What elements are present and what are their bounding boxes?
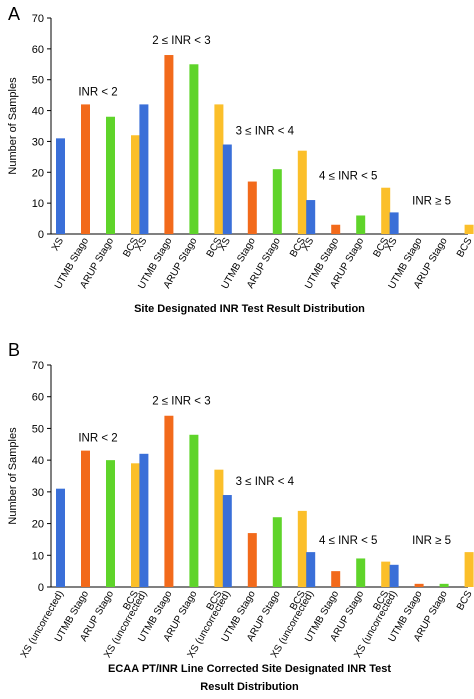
bar-arup-stago xyxy=(356,215,366,234)
y-tick-label: 0 xyxy=(38,582,44,594)
x-axis-label: ECAA PT/INR Line Corrected Site Designat… xyxy=(108,663,391,675)
y-tick-label: 60 xyxy=(32,392,44,404)
bar-xs xyxy=(222,495,232,587)
y-tick-label: 10 xyxy=(32,198,44,210)
group-label: 2 ≤ INR < 3 xyxy=(152,396,210,408)
bar-bcs xyxy=(214,469,224,587)
bar-utmb-stago xyxy=(331,224,341,234)
y-tick-label: 50 xyxy=(32,75,44,87)
x-axis-label: Site Designated INR Test Result Distribu… xyxy=(134,303,365,315)
bar-bcs xyxy=(131,463,140,587)
y-tick-label: 40 xyxy=(32,455,44,467)
group-label: INR ≥ 5 xyxy=(412,535,451,547)
y-tick-label: 70 xyxy=(32,13,44,25)
y-tick-label: 60 xyxy=(32,44,44,56)
y-tick-label: 0 xyxy=(38,229,44,241)
bar-xs xyxy=(389,564,399,587)
category-label: XS (uncorrected) xyxy=(19,589,66,660)
bar-arup-stago xyxy=(272,169,282,234)
bar-arup-stago xyxy=(106,116,115,234)
group-label: 3 ≤ INR < 4 xyxy=(236,476,295,488)
bar-utmb-stago xyxy=(414,583,424,587)
group-label: 3 ≤ INR < 4 xyxy=(236,126,295,138)
panel-letter: A xyxy=(8,4,20,24)
bar-bcs xyxy=(297,510,307,587)
group-label: INR < 2 xyxy=(78,433,117,445)
y-tick-label: 20 xyxy=(32,167,44,179)
bar-xs xyxy=(389,212,399,234)
bar-arup-stago xyxy=(439,583,449,587)
x-axis-label: Result Distribution xyxy=(200,681,299,693)
y-tick-label: 30 xyxy=(32,487,44,499)
bar-bcs xyxy=(131,135,140,234)
bar-arup-stago xyxy=(106,460,115,587)
bar-bcs xyxy=(464,552,474,587)
bar-arup-stago xyxy=(356,558,366,587)
group-label: INR ≥ 5 xyxy=(412,195,451,207)
category-label: BCS xyxy=(455,236,474,260)
bar-bcs xyxy=(214,104,224,235)
group-label: INR < 2 xyxy=(78,86,117,98)
group-label: 2 ≤ INR < 3 xyxy=(152,35,210,47)
bar-arup-stago xyxy=(189,64,199,235)
chart-panel-a: A 0 10 20 30 40 50 60 70 Number of Samples XSUTMB … xyxy=(7,4,474,315)
bar-utmb-stago xyxy=(331,571,341,587)
y-tick-label: 50 xyxy=(32,423,44,435)
bar-xs xyxy=(306,200,316,234)
bar-bcs xyxy=(464,224,474,234)
group-label: 4 ≤ INR < 5 xyxy=(319,171,377,183)
bar-xs xyxy=(56,488,65,587)
bar-xs xyxy=(56,138,65,234)
bar-xs xyxy=(139,104,149,235)
y-axis-label: Number of Samples xyxy=(7,77,19,175)
bar-arup-stago xyxy=(189,434,199,587)
bar-bcs xyxy=(381,561,391,587)
y-tick-label: 40 xyxy=(32,106,44,118)
group-label: 4 ≤ INR < 5 xyxy=(319,535,377,547)
y-tick-label: 30 xyxy=(32,136,44,148)
bar-xs xyxy=(306,552,316,587)
bar-utmb-stago xyxy=(247,181,257,234)
y-tick-label: 20 xyxy=(32,519,44,531)
chart-panel-b: B 0 10 20 30 40 50 60 70 Number of Samples XS (unc… xyxy=(7,340,474,693)
bar-utmb-stago xyxy=(164,55,174,235)
bar-xs xyxy=(222,144,232,234)
bar-arup-stago xyxy=(272,517,282,587)
y-tick-label: 70 xyxy=(32,360,44,372)
bar-utmb-stago xyxy=(164,415,174,587)
bar-utmb-stago xyxy=(81,450,90,587)
panel-letter: B xyxy=(8,340,20,360)
bar-utmb-stago xyxy=(247,533,257,587)
bar-bcs xyxy=(297,150,307,234)
category-label: BCS xyxy=(455,589,474,613)
bar-xs xyxy=(139,453,149,587)
bar-utmb-stago xyxy=(81,104,90,235)
y-axis-label: Number of Samples xyxy=(7,427,19,525)
bar-bcs xyxy=(381,187,391,234)
y-tick-label: 10 xyxy=(32,550,44,562)
category-label: XS xyxy=(50,236,66,253)
